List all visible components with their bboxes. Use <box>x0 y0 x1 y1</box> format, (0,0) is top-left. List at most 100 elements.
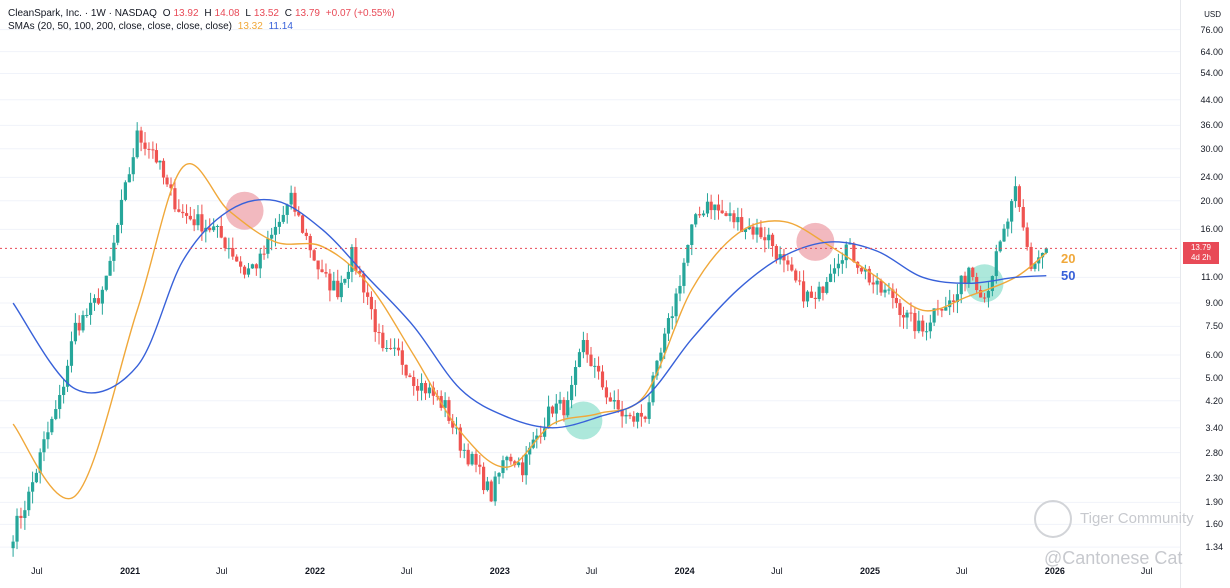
candle-body <box>324 272 328 274</box>
candle-body <box>1044 248 1048 253</box>
price-tick-label: 6.00 <box>1205 350 1223 360</box>
candle-body <box>971 267 975 277</box>
candle-body <box>566 400 570 416</box>
candle-body <box>666 318 671 334</box>
price-tick-label: 76.00 <box>1200 24 1223 35</box>
sma50-line <box>12 198 1047 429</box>
candle-body <box>940 308 944 311</box>
candle-body <box>825 281 829 293</box>
candle-body <box>127 174 131 183</box>
candle-body <box>85 314 89 316</box>
candle-body <box>250 264 255 269</box>
candle-body <box>856 261 860 268</box>
candle-body <box>151 149 155 151</box>
candle-body <box>682 262 686 286</box>
highlight-circle <box>225 191 264 230</box>
candle-body <box>34 472 38 483</box>
time-tick-label: 2026 <box>1044 566 1065 576</box>
candle-body <box>558 399 562 404</box>
candle-body <box>493 476 497 502</box>
price-axis[interactable]: USD 76.00 64.00 54.00 44.00 36.00 30.00 24.00 2… <box>1180 0 1230 588</box>
legend-low: 13.52 <box>253 8 279 19</box>
candle-body <box>632 416 636 422</box>
candle-body <box>165 177 169 185</box>
candle-body <box>462 449 466 451</box>
candle-body <box>158 160 162 163</box>
candle-body <box>751 226 755 235</box>
candle-body <box>659 352 663 361</box>
ma50-label: 50 <box>1061 267 1076 283</box>
candle-body <box>917 320 921 332</box>
candle-body <box>663 333 667 353</box>
price-tick-label: 2.80 <box>1205 447 1223 458</box>
candle-body <box>215 225 220 227</box>
candle-body <box>408 375 412 378</box>
candle-body <box>593 365 597 367</box>
candle-body <box>887 289 891 291</box>
candle-body <box>62 386 66 396</box>
candle-body <box>131 157 135 175</box>
time-tick-label: 2023 <box>489 566 510 576</box>
candle-body <box>948 300 952 308</box>
candle-body <box>385 347 389 349</box>
candle-body <box>1013 186 1018 202</box>
candle-body <box>747 226 751 230</box>
candle-body <box>528 447 532 455</box>
candle-body <box>986 291 991 298</box>
candle-body <box>844 244 848 261</box>
price-tick-label: 16.00 <box>1200 224 1223 235</box>
candle-body <box>635 412 640 422</box>
candle-body <box>15 515 19 542</box>
candle-body <box>894 297 898 304</box>
candle-body <box>443 400 447 408</box>
candle-body <box>1033 263 1037 269</box>
legend-sma-text: SMAs (20, 50, 100, 200, close, close, cl… <box>8 21 232 32</box>
candle-body <box>678 285 682 294</box>
candle-body <box>188 215 192 220</box>
candle-body <box>759 227 763 238</box>
candle-body <box>600 371 605 388</box>
candle-body <box>320 269 324 273</box>
candle-body <box>358 270 362 274</box>
candle-body <box>277 221 281 227</box>
time-tick-label: Jul <box>215 566 228 576</box>
candle-body <box>489 481 493 502</box>
candle-body <box>219 225 223 238</box>
candle-body <box>196 214 200 226</box>
candle-body <box>743 229 748 232</box>
candle-body <box>69 341 74 366</box>
candle-body <box>982 297 987 299</box>
candle-body <box>192 219 196 226</box>
candle-body <box>308 236 312 251</box>
candle-body <box>181 211 185 214</box>
candle-body <box>875 280 879 285</box>
candle-body <box>905 312 909 318</box>
candle-body <box>285 204 289 215</box>
candle-body <box>104 275 108 290</box>
candle-body <box>596 365 601 372</box>
candle-body <box>1017 186 1021 208</box>
candle-body <box>624 414 628 417</box>
candle-body <box>223 237 227 249</box>
candle-body <box>242 266 247 275</box>
price-tick-label: 1.90 <box>1205 497 1223 508</box>
candle-body <box>19 515 23 518</box>
candle-body <box>550 406 555 414</box>
price-tick-label: 54.00 <box>1200 68 1223 79</box>
candle-body <box>227 248 231 250</box>
candle-body <box>859 267 864 272</box>
candle-body <box>701 213 706 216</box>
candle-body <box>451 420 455 428</box>
plot-area[interactable] <box>0 0 1180 588</box>
time-tick-label: Jul <box>771 566 783 576</box>
candle-body <box>801 281 806 302</box>
ma20-label: 20 <box>1061 250 1076 266</box>
candle-body <box>879 280 883 293</box>
candle-body <box>304 232 308 237</box>
candle-body <box>208 227 212 231</box>
candle-body <box>92 298 97 303</box>
legend-low-label: L <box>245 8 251 19</box>
candle-body <box>554 403 558 414</box>
candle-body <box>396 347 401 351</box>
price-tick-label: 9.00 <box>1205 298 1223 309</box>
